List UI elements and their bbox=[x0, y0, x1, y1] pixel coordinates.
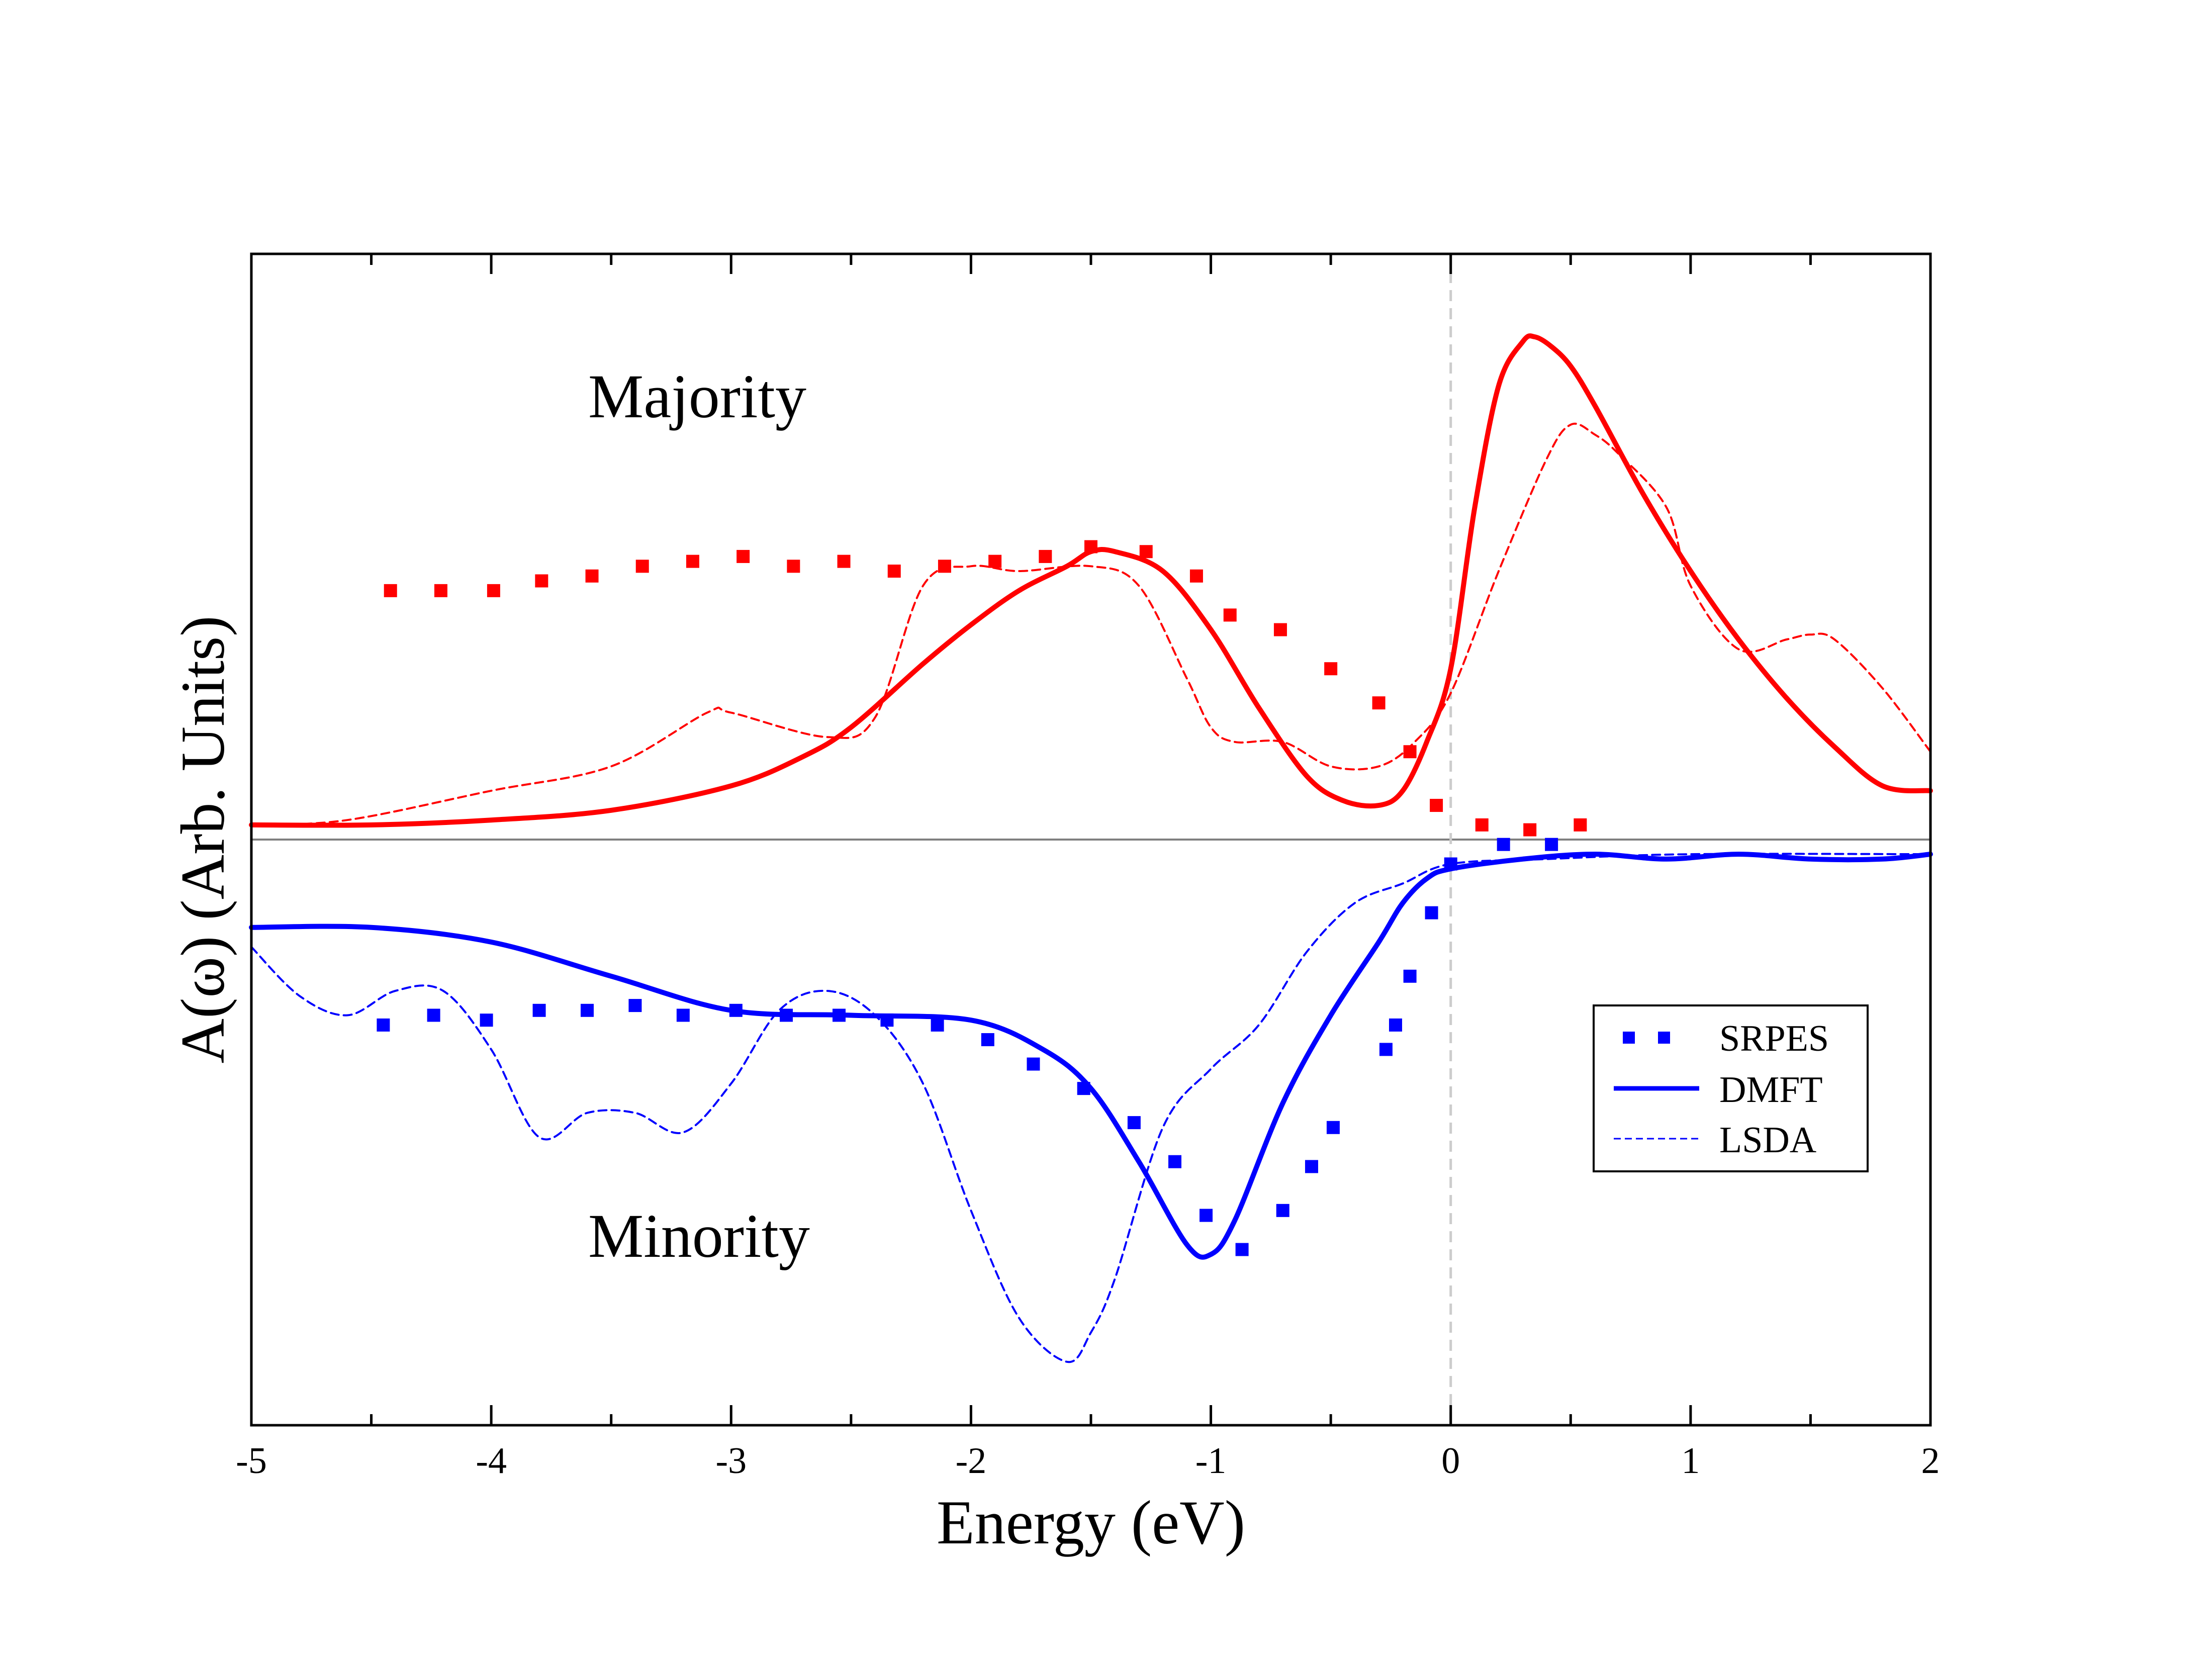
data-point-srpes bbox=[1372, 696, 1386, 710]
data-point-srpes bbox=[1027, 1057, 1040, 1071]
x-tick-label: -4 bbox=[476, 1440, 507, 1482]
data-point-srpes bbox=[1305, 1160, 1318, 1173]
data-point-srpes bbox=[1168, 1155, 1181, 1168]
data-point-srpes bbox=[1379, 1043, 1393, 1056]
data-point-srpes bbox=[1223, 608, 1237, 622]
data-point-srpes bbox=[1574, 818, 1587, 832]
data-point-srpes bbox=[981, 1033, 994, 1047]
series-line-dmft bbox=[249, 852, 1933, 1260]
x-tick-label: -3 bbox=[715, 1440, 747, 1482]
data-point-srpes bbox=[427, 1008, 440, 1022]
data-point-srpes bbox=[1475, 818, 1489, 832]
x-tick-label: 2 bbox=[1921, 1440, 1940, 1482]
data-point-srpes bbox=[676, 1008, 690, 1022]
series-line-lsda bbox=[250, 853, 1931, 1363]
x-axis-tick-labels: -5 -4 -3 -2 -1 0 1 2 bbox=[236, 1440, 1940, 1482]
data-point-srpes bbox=[887, 565, 901, 578]
legend-marker-srpes bbox=[1623, 1032, 1635, 1044]
x-axis-label: Energy (eV) bbox=[937, 1488, 1245, 1557]
data-point-srpes bbox=[480, 1013, 493, 1027]
data-point-srpes bbox=[1200, 1209, 1213, 1222]
data-point-srpes bbox=[1389, 1018, 1402, 1032]
data-point-srpes bbox=[377, 1018, 390, 1032]
data-point-srpes bbox=[988, 555, 1002, 568]
data-point-srpes bbox=[581, 1003, 594, 1017]
legend-label-lsda: LSDA bbox=[1719, 1120, 1816, 1161]
series-line-lsda bbox=[250, 422, 1931, 826]
data-point-srpes bbox=[1545, 838, 1558, 851]
series-srpes-majority bbox=[384, 540, 1587, 837]
series-line-dmft bbox=[249, 333, 1933, 828]
data-point-srpes bbox=[1324, 662, 1338, 676]
data-point-srpes bbox=[931, 1018, 944, 1032]
series-dmft-minority bbox=[249, 852, 1933, 1260]
data-point-srpes bbox=[837, 555, 851, 568]
series-dmft-majority bbox=[249, 333, 1933, 828]
reference-lines bbox=[251, 254, 1930, 1425]
data-point-srpes bbox=[1430, 799, 1443, 812]
data-point-srpes bbox=[635, 560, 649, 573]
data-point-srpes bbox=[532, 1003, 546, 1017]
legend-label-dmft: DMFT bbox=[1719, 1069, 1823, 1111]
data-point-srpes bbox=[1273, 623, 1287, 636]
legend-label-srpes: SRPES bbox=[1719, 1018, 1829, 1059]
x-axis-ticks bbox=[250, 254, 1932, 1425]
data-point-srpes bbox=[1425, 906, 1438, 919]
x-tick-label: -2 bbox=[956, 1440, 987, 1482]
annotation-minority: Minority bbox=[588, 1202, 810, 1270]
y-axis-label: A(ω) (Arb. Units) bbox=[168, 616, 237, 1064]
data-point-srpes bbox=[686, 555, 699, 568]
data-point-srpes bbox=[1039, 549, 1052, 563]
data-point-srpes bbox=[384, 584, 397, 597]
data-point-srpes bbox=[585, 569, 599, 583]
data-point-srpes bbox=[628, 999, 642, 1012]
data-point-srpes bbox=[1189, 569, 1203, 583]
data-point-srpes bbox=[787, 560, 800, 573]
data-point-srpes bbox=[1235, 1243, 1249, 1256]
x-tick-label: 0 bbox=[1441, 1440, 1460, 1482]
data-point-srpes bbox=[1127, 1116, 1141, 1130]
data-point-srpes bbox=[1523, 823, 1537, 837]
data-point-srpes bbox=[434, 584, 447, 597]
data-point-srpes bbox=[736, 549, 750, 563]
data-point-srpes bbox=[1276, 1204, 1289, 1217]
data-point-srpes bbox=[1139, 545, 1153, 559]
data-point-srpes bbox=[1326, 1121, 1340, 1134]
x-tick-label: 1 bbox=[1681, 1440, 1700, 1482]
series-lsda-majority bbox=[250, 422, 1931, 826]
legend-marker-srpes bbox=[1658, 1032, 1670, 1044]
data-point-srpes bbox=[535, 574, 548, 588]
x-tick-label: -1 bbox=[1195, 1440, 1227, 1482]
series-srpes-minority bbox=[377, 838, 1558, 1256]
data-point-srpes bbox=[1497, 838, 1510, 851]
legend: SRPES DMFT LSDA bbox=[1593, 1004, 1869, 1172]
data-point-srpes bbox=[487, 584, 500, 597]
series-layer bbox=[249, 333, 1933, 1363]
annotation-majority: Majority bbox=[588, 362, 806, 431]
series-lsda-minority bbox=[250, 853, 1931, 1363]
x-tick-label: -5 bbox=[236, 1440, 267, 1482]
data-point-srpes bbox=[1403, 969, 1417, 983]
